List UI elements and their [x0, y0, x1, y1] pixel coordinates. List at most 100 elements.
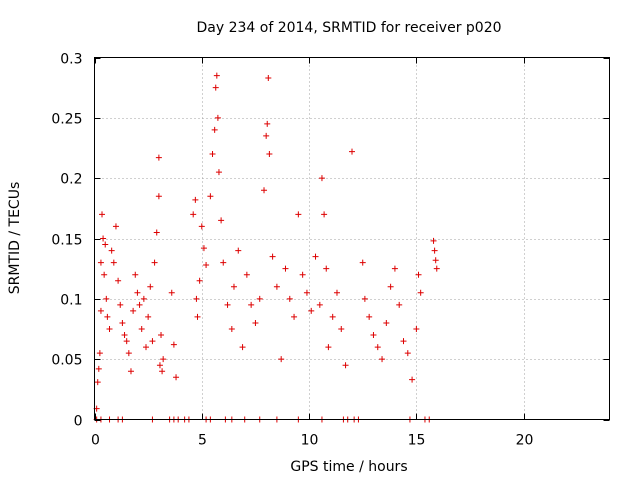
data-point — [224, 301, 231, 308]
data-point — [409, 376, 416, 383]
data-point — [349, 148, 355, 155]
data-point — [218, 217, 225, 224]
data-point — [112, 223, 119, 230]
y-tick-label: 0.15 — [51, 233, 82, 249]
data-point — [278, 356, 285, 363]
data-point — [282, 265, 289, 272]
data-point — [318, 175, 325, 182]
data-point — [127, 368, 134, 375]
data-point — [153, 229, 160, 236]
data-point — [213, 72, 220, 79]
data-point — [130, 307, 137, 314]
data-point — [431, 247, 438, 254]
data-point — [143, 344, 149, 351]
data-point — [308, 307, 315, 314]
x-axis-label: GPS time / hours — [290, 459, 407, 475]
data-point — [400, 338, 407, 345]
data-point — [194, 313, 201, 320]
data-point — [291, 313, 298, 320]
data-point — [430, 237, 437, 244]
data-point — [338, 326, 345, 332]
data-point — [366, 313, 373, 320]
data-point — [160, 356, 167, 363]
data-point — [325, 344, 332, 351]
data-point — [316, 301, 323, 308]
data-point — [209, 151, 216, 158]
data-point — [396, 301, 403, 308]
data-point — [214, 114, 221, 121]
data-point — [415, 271, 422, 278]
data-point — [333, 289, 340, 296]
data-point — [193, 295, 200, 302]
x-tick-label: 20 — [516, 433, 534, 449]
data-point — [256, 295, 263, 302]
data-point — [200, 245, 207, 252]
data-point — [155, 193, 162, 200]
data-point — [156, 362, 163, 369]
data-point — [379, 356, 386, 363]
y-tick-label: 0 — [74, 414, 83, 430]
data-point — [134, 289, 141, 296]
data-point — [266, 151, 273, 158]
data-point — [96, 350, 103, 357]
data-point — [155, 154, 162, 161]
data-point — [295, 211, 302, 218]
chart-title: Day 234 of 2014, SRMTID for receiver p02… — [196, 20, 501, 36]
data-point — [312, 253, 319, 260]
data-point — [99, 211, 106, 218]
x-tick-label: 0 — [91, 433, 100, 449]
data-point — [97, 307, 104, 314]
data-point — [329, 313, 336, 320]
data-point — [190, 211, 197, 218]
data-point — [243, 271, 250, 278]
data-point — [103, 295, 110, 302]
data-point — [119, 319, 126, 326]
data-point — [215, 169, 222, 176]
data-point — [170, 341, 177, 348]
data-points — [93, 72, 440, 423]
data-point — [359, 259, 366, 266]
data-point — [432, 257, 439, 264]
data-point — [211, 126, 218, 133]
data-point — [203, 262, 210, 269]
y-tick-label: 0.05 — [51, 353, 82, 369]
data-point — [125, 350, 132, 357]
data-point — [230, 283, 237, 290]
grid-lines — [94, 57, 610, 420]
data-point — [228, 326, 235, 332]
data-point — [95, 365, 102, 372]
data-point — [132, 271, 139, 278]
data-point — [196, 277, 203, 284]
data-point — [374, 344, 381, 351]
data-point — [391, 265, 398, 272]
data-point — [370, 332, 377, 339]
data-point — [138, 326, 145, 332]
data-point — [212, 84, 219, 91]
y-tick-label: 0.1 — [60, 293, 82, 309]
data-point — [140, 295, 147, 302]
data-point — [94, 379, 101, 386]
y-axis-label: SRMTID / TECUs — [7, 182, 23, 295]
data-point — [101, 271, 108, 278]
data-point — [147, 283, 154, 290]
data-point — [248, 301, 255, 308]
data-point — [151, 259, 158, 266]
y-tick-label: 0.2 — [60, 172, 82, 188]
y-tick-label: 0.25 — [51, 112, 82, 128]
data-point — [413, 326, 420, 332]
data-point — [263, 132, 270, 139]
data-point — [104, 313, 111, 320]
data-point — [168, 289, 175, 296]
axis-ticks — [94, 57, 610, 421]
data-point — [121, 332, 128, 339]
plot-frame — [94, 57, 610, 420]
data-point — [269, 253, 276, 260]
data-point — [136, 301, 143, 308]
data-point — [192, 196, 199, 203]
data-point — [239, 344, 246, 351]
data-point — [342, 362, 349, 369]
data-point — [97, 259, 104, 266]
data-point — [303, 289, 310, 296]
data-point — [207, 193, 214, 200]
